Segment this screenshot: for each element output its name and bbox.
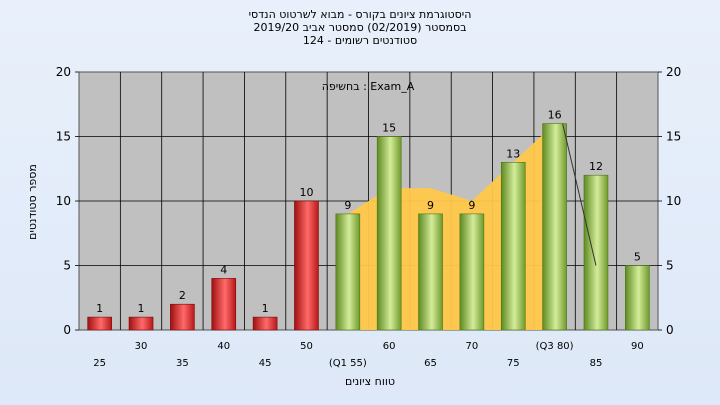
bar-7: [376, 136, 402, 331]
x-tick-2: 35: [176, 358, 189, 369]
value-label-2: 2: [179, 289, 186, 302]
x-tick-11: (Q3 80): [536, 341, 574, 352]
y-tick-left-0: 0: [63, 323, 71, 337]
value-label-6: 9: [344, 199, 351, 212]
bar-1: [128, 316, 154, 331]
y-tick-right-3: 15: [666, 130, 681, 144]
value-label-4: 1: [262, 302, 269, 315]
value-label-3: 4: [220, 263, 227, 276]
value-label-7: 15: [382, 122, 396, 135]
bar-3: [211, 278, 237, 331]
x-tick-4: 45: [259, 358, 272, 369]
x-axis-ticks: 25 30 35 40 45 50 (Q1 55) 60 65 70 75 (Q3 80) 85 90: [93, 341, 643, 369]
y-tick-right-1: 5: [666, 259, 674, 273]
bar-2: [170, 303, 195, 331]
y-axis-right-ticks: 0 5 10 15 20: [658, 65, 681, 337]
chart-title-line-1: היסטוגרמת ציונים בקורס - מבוא לשרטוט הנד…: [248, 8, 472, 21]
x-tick-7: 60: [383, 341, 396, 352]
y-tick-left-3: 15: [56, 130, 71, 144]
bar-8: [418, 213, 443, 331]
y-tick-left-4: 20: [56, 65, 71, 79]
y-tick-right-0: 0: [666, 323, 674, 337]
chart-title-line-3: סטודנטים רשומים - 124: [302, 34, 418, 47]
bar-6: [335, 213, 361, 331]
y-tick-right-4: 20: [666, 65, 681, 79]
value-label-13: 5: [634, 251, 641, 264]
value-label-5: 10: [299, 186, 313, 199]
trend-line: [562, 123, 597, 266]
chart-annotation: בחשיפה : Exam_A: [322, 80, 415, 93]
x-tick-5: 50: [300, 341, 313, 352]
value-label-9: 9: [468, 199, 475, 212]
value-label-10: 13: [506, 147, 520, 160]
x-tick-8: 65: [424, 358, 437, 369]
bar-11: [542, 123, 567, 331]
y-axis-left-ticks: 0 5 10 15 20: [56, 65, 79, 337]
bar-5: [294, 200, 319, 331]
y-axis-label: מספר סטודנטים: [26, 164, 39, 240]
x-tick-1: 30: [135, 341, 148, 352]
x-tick-10: 75: [507, 358, 520, 369]
value-label-8: 9: [427, 199, 434, 212]
x-axis-label: טווח ציונים: [345, 375, 395, 388]
x-tick-3: 40: [217, 341, 230, 352]
x-tick-6: (Q1 55): [329, 358, 367, 369]
x-tick-9: 70: [466, 341, 479, 352]
bar-12: [583, 174, 609, 331]
x-tick-13: 90: [631, 341, 644, 352]
value-label-0: 1: [96, 302, 103, 315]
chart-title: היסטוגרמת ציונים בקורס - מבוא לשרטוט הנד…: [0, 8, 720, 47]
bar-9: [459, 213, 485, 331]
y-tick-right-2: 10: [666, 194, 681, 208]
y-tick-left-1: 5: [63, 259, 71, 273]
chart-title-line-2: בסמסטר (02/2019) סמסטר אביב 2019/20: [253, 21, 467, 34]
bar-4: [252, 316, 278, 331]
bar-13: [625, 265, 650, 331]
value-label-1: 1: [138, 302, 145, 315]
x-tick-12: 85: [590, 358, 603, 369]
bar-10: [500, 162, 526, 331]
x-tick-0: 25: [93, 358, 106, 369]
value-label-11: 16: [548, 109, 562, 122]
value-label-12: 12: [589, 160, 603, 173]
bars: [87, 123, 650, 331]
bar-0: [87, 316, 112, 331]
y-tick-left-2: 10: [56, 194, 71, 208]
